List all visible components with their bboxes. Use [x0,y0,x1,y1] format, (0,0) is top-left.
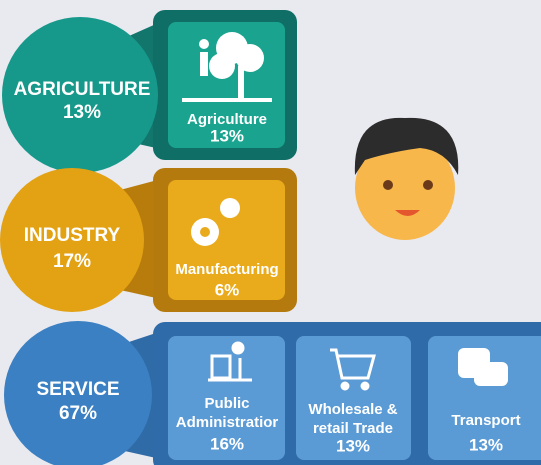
industry-group: INDUSTRY 17% Manufacturing 6% [0,168,297,312]
face-avatar [355,118,458,240]
sector-name: AGRICULTURE [14,79,151,100]
sub-label: Manufacturing [175,261,278,278]
sector-name: INDUSTRY [24,225,121,246]
sub-share: 13% [210,126,244,145]
sector-share: 13% [63,102,101,123]
sub-label: Agriculture [187,111,267,128]
sub-label: retail Trade [313,420,393,437]
sub-share: 16% [210,434,244,453]
sector-name: SERVICE [36,379,119,400]
sub-share: 13% [469,435,503,454]
sector-share: 67% [59,403,97,424]
sub-label: Transport [451,412,520,429]
service-group: SERVICE 67% Public Administratior 16% Wh… [4,321,541,465]
agriculture-group: AGRICULTURE 13% Agriculture 13% [2,10,297,173]
sector-share: 17% [53,251,91,272]
sub-label: Administratior [176,414,279,431]
sub-label: Public [204,395,249,412]
infographic: AGRICULTURE 13% Agriculture 13% INDUSTRY… [0,0,541,465]
sub-share: 6% [215,280,240,299]
sub-label: Wholesale & [308,401,397,418]
sub-share: 13% [336,436,370,455]
